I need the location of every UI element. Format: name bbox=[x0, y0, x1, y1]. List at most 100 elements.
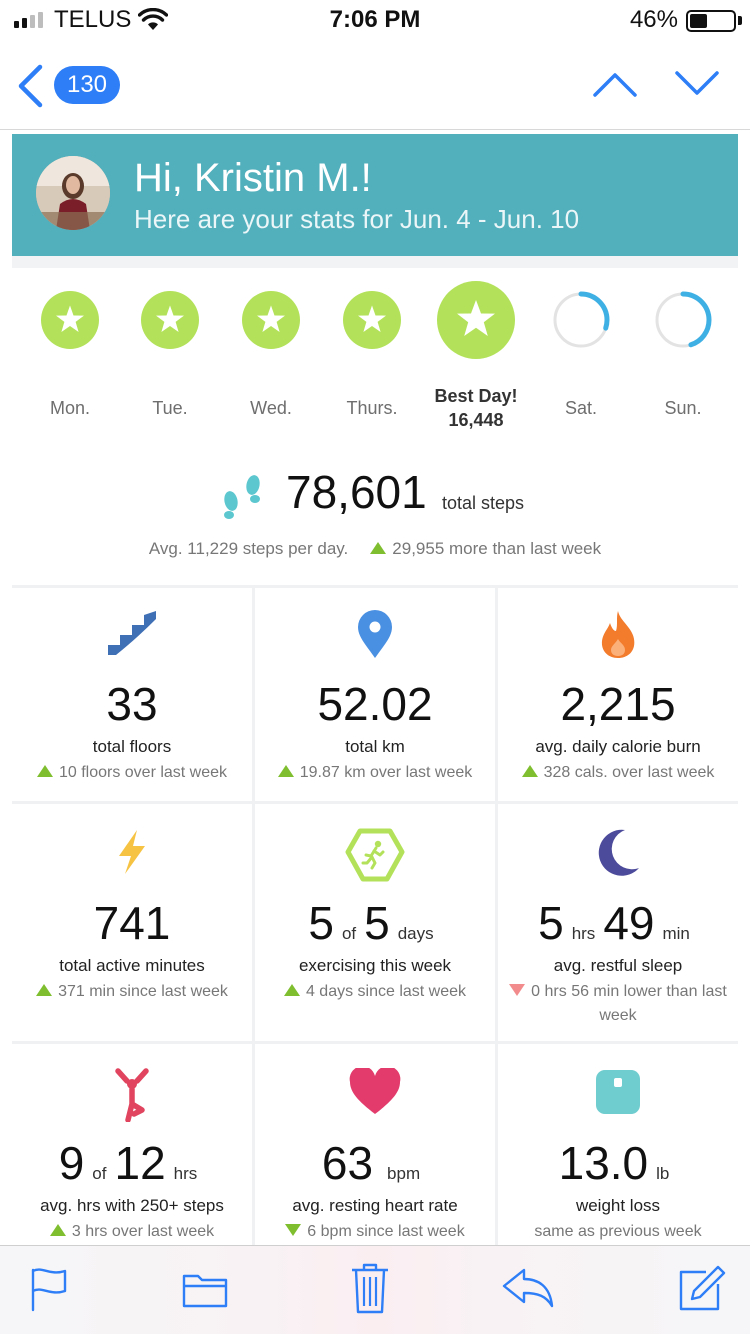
day-thu: Thurs. bbox=[322, 268, 422, 418]
move-folder-button[interactable] bbox=[182, 1266, 228, 1315]
back-button[interactable] bbox=[14, 64, 48, 108]
floors-label: total floors bbox=[92, 737, 172, 756]
greeting-banner: Hi, Kristin M.! Here are your stats for … bbox=[12, 134, 738, 256]
distance-change-text: 19.87 km over last week bbox=[299, 764, 473, 781]
heart-icon bbox=[255, 1068, 495, 1116]
sleep-value: 5 hrs 49 min bbox=[498, 896, 738, 950]
chevron-left-icon bbox=[18, 64, 43, 108]
message-count-badge[interactable]: 130 bbox=[54, 66, 120, 104]
heart-rate-unit: bpm bbox=[387, 1164, 421, 1183]
weight-change: same as previous week bbox=[534, 1223, 702, 1240]
moon-icon bbox=[498, 828, 738, 878]
best-day-label: Best Day! bbox=[434, 386, 518, 406]
exercise-days-value: 5 of 5 days bbox=[255, 896, 495, 950]
hourly-steps-change: 3 hrs over last week bbox=[18, 1220, 246, 1244]
heart-rate-label: avg. resting heart rate bbox=[292, 1196, 458, 1215]
trend-up-icon bbox=[36, 765, 53, 777]
location-pin-icon bbox=[255, 609, 495, 659]
hourly-steps-goal: 12 bbox=[114, 1137, 166, 1189]
sleep-hours-unit: hrs bbox=[571, 924, 596, 943]
total-steps-unit: total steps bbox=[442, 493, 525, 513]
calories-value: 2,215 bbox=[560, 678, 676, 730]
total-steps-summary: 78,601 total steps bbox=[0, 461, 750, 525]
weight-value: 13.0 lb bbox=[498, 1136, 738, 1190]
star-badge-icon bbox=[41, 291, 99, 349]
exercise-days-count: 5 bbox=[308, 897, 334, 949]
reply-button[interactable] bbox=[502, 1266, 554, 1315]
mail-toolbar bbox=[0, 1245, 750, 1334]
next-message-button[interactable] bbox=[674, 70, 720, 98]
carrier-name: TELUS bbox=[54, 6, 132, 33]
lightning-icon bbox=[12, 828, 252, 876]
calories-label: avg. daily calorie burn bbox=[535, 737, 701, 756]
greeting-subtitle: Here are your stats for Jun. 4 - Jun. 10 bbox=[134, 204, 580, 234]
battery-percent: 46% bbox=[629, 6, 678, 33]
divider bbox=[252, 585, 255, 1245]
stat-tile-sleep: 5 hrs 49 min avg. restful sleep 0 hrs 56 mi… bbox=[498, 804, 738, 1041]
calories-change: 328 cals. over last week bbox=[504, 761, 732, 785]
delete-button[interactable] bbox=[350, 1262, 390, 1319]
stat-tile-distance: 52.02 total km 19.87 km over last week bbox=[255, 585, 495, 801]
exercise-days-label: exercising this week bbox=[298, 956, 452, 975]
exercise-of-text: of bbox=[341, 924, 357, 943]
wifi-icon bbox=[137, 7, 169, 37]
flag-button[interactable] bbox=[30, 1266, 68, 1317]
star-badge-icon bbox=[242, 291, 300, 349]
sleep-minutes-unit: min bbox=[662, 924, 690, 943]
distance-label: total km bbox=[345, 737, 405, 756]
heart-rate-value: 63 bpm bbox=[255, 1136, 495, 1190]
stat-tile-calories: 2,215 avg. daily calorie burn 328 cals. … bbox=[498, 585, 738, 801]
exercise-days-unit: days bbox=[397, 924, 434, 943]
trend-up-icon bbox=[36, 984, 53, 996]
calories-change-text: 328 cals. over last week bbox=[543, 764, 715, 781]
best-day-steps: 16,448 bbox=[448, 410, 504, 430]
compose-button[interactable] bbox=[678, 1264, 726, 1317]
exercise-days-goal: 5 bbox=[364, 897, 390, 949]
day-best: Best Day! 16,448 bbox=[426, 268, 526, 430]
battery-nub bbox=[738, 16, 742, 25]
day-sun: Sun. bbox=[633, 268, 733, 418]
progress-ring-icon bbox=[654, 291, 712, 349]
status-bar: TELUS 7:06 PM 46% bbox=[0, 0, 750, 42]
active-minutes-label: total active minutes bbox=[59, 956, 205, 975]
stat-tile-weight: 13.0 lb weight loss same as previous week bbox=[498, 1044, 738, 1245]
floors-change: 10 floors over last week bbox=[18, 761, 246, 785]
day-sat: Sat. bbox=[531, 268, 631, 418]
exercise-badge-icon bbox=[255, 828, 495, 882]
heart-rate-change: 6 bpm since last week bbox=[261, 1220, 489, 1244]
weekly-day-progress: Mon. Tue. Wed. bbox=[0, 268, 750, 448]
reply-icon bbox=[502, 1268, 554, 1308]
greeting-title: Hi, Kristin M.! bbox=[134, 156, 372, 200]
weight-unit: lb bbox=[656, 1164, 670, 1183]
hourly-steps-hours: 9 bbox=[58, 1137, 85, 1189]
hourly-steps-unit: hrs bbox=[173, 1164, 198, 1183]
previous-message-button[interactable] bbox=[592, 70, 638, 98]
trend-up-icon bbox=[521, 765, 538, 777]
flame-icon bbox=[498, 609, 738, 659]
exercise-days-change: 4 days since last week bbox=[261, 980, 489, 1004]
stat-tile-active-minutes: 741 total active minutes 371 min since l… bbox=[12, 804, 252, 1041]
day-wed: Wed. bbox=[221, 268, 321, 418]
folder-icon bbox=[182, 1274, 228, 1308]
divider bbox=[12, 801, 738, 804]
stat-tile-exercise-days: 5 of 5 days exercising this week 4 days sin… bbox=[255, 804, 495, 1041]
trash-icon bbox=[352, 1263, 388, 1314]
distance-change: 19.87 km over last week bbox=[261, 761, 489, 785]
star-badge-icon bbox=[343, 291, 401, 349]
email-body[interactable]: Hi, Kristin M.! Here are your stats for … bbox=[0, 131, 750, 1245]
hourly-steps-change-text: 3 hrs over last week bbox=[71, 1223, 215, 1240]
progress-ring-icon bbox=[552, 291, 610, 349]
sleep-change: 0 hrs 56 min lower than last week bbox=[504, 980, 732, 1028]
trend-up-icon bbox=[370, 542, 387, 554]
sleep-change-text: 0 hrs 56 min lower than last week bbox=[531, 983, 727, 1024]
steps-average-row: Avg. 11,229 steps per day. 29,955 more th… bbox=[0, 539, 750, 559]
signal-strength-icon bbox=[14, 12, 43, 28]
active-minutes-change: 371 min since last week bbox=[18, 980, 246, 1004]
day-label: Thurs. bbox=[346, 398, 398, 418]
floors-value: 33 bbox=[106, 678, 158, 730]
star-badge-icon bbox=[141, 291, 199, 349]
stretching-person-icon bbox=[12, 1068, 252, 1122]
heart-rate-number: 63 bbox=[321, 1137, 374, 1189]
hourly-steps-value: 9 of 12 hrs bbox=[12, 1136, 252, 1190]
